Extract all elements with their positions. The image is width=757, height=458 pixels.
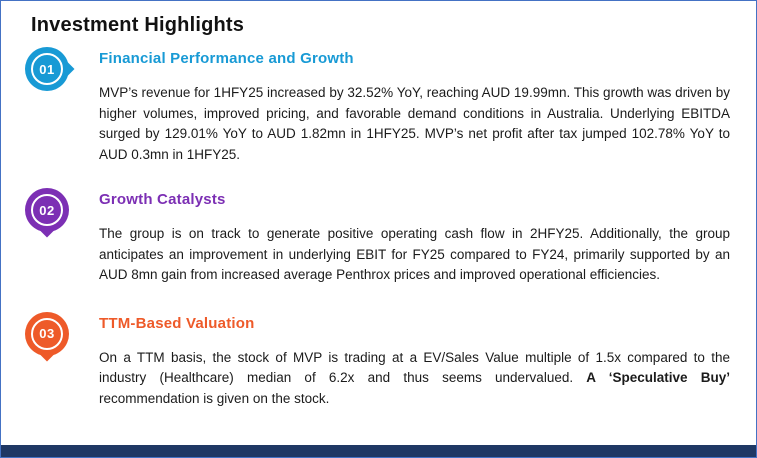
section-content: TTM-Based Valuation On a TTM basis, the …	[99, 310, 730, 410]
section-ttm-valuation: 03 TTM-Based Valuation On a TTM basis, t…	[25, 310, 730, 410]
badge-number: 01	[31, 53, 63, 85]
badge-column: 02	[25, 186, 99, 286]
section-body: MVP’s revenue for 1HFY25 increased by 32…	[99, 85, 730, 162]
page-title: Investment Highlights	[31, 14, 245, 36]
badge-column: 01	[25, 45, 99, 165]
section-heading: Growth Catalysts	[99, 191, 226, 209]
footer-accent-bar	[1, 445, 756, 457]
section-heading: TTM-Based Valuation	[99, 314, 255, 332]
section-content: Growth Catalysts The group is on track t…	[99, 186, 730, 286]
section-02-badge: 02	[25, 188, 69, 238]
section-body: The group is on track to generate positi…	[99, 226, 730, 283]
section-heading: Financial Performance and Growth	[99, 50, 354, 67]
recommendation-text: A ‘Speculative Buy’	[586, 370, 730, 386]
body-text: recommendation is given on the stock.	[99, 390, 330, 406]
section-growth-catalysts: 02 Growth Catalysts The group is on trac…	[25, 186, 730, 286]
section-01-badge: 01	[25, 47, 75, 91]
body-text: On a TTM basis, the stock of MVP is trad…	[99, 349, 730, 386]
section-financial-performance: 01 Financial Performance and Growth MVP’…	[25, 45, 730, 165]
badge-number: 03	[31, 317, 63, 350]
section-03-badge: 03	[25, 311, 69, 362]
badge-number: 02	[31, 194, 63, 227]
badge-column: 03	[25, 310, 99, 410]
section-body: On a TTM basis, the stock of MVP is trad…	[99, 348, 730, 410]
section-content: Financial Performance and Growth MVP’s r…	[99, 45, 730, 165]
